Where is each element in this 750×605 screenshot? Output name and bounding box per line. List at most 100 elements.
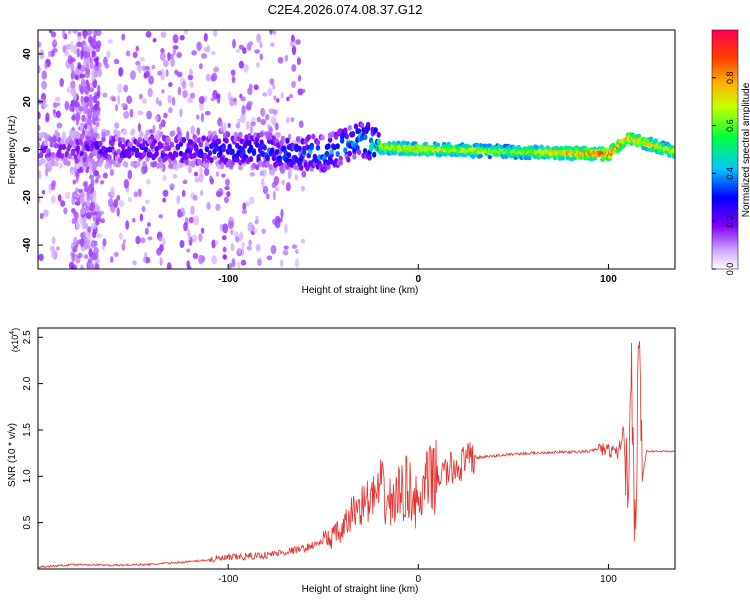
- heatmap-cell: [212, 30, 218, 37]
- heatmap-cell: [132, 217, 136, 223]
- heatmap-cell: [96, 89, 101, 98]
- heatmap-cell: [75, 101, 80, 108]
- colorbar-tick-label: 0.4: [725, 167, 735, 180]
- heatmap-cell: [181, 189, 186, 198]
- heatmap-cell: [228, 262, 233, 269]
- x-tick-label: 100: [600, 574, 617, 585]
- heatmap-cell: [54, 160, 59, 167]
- heatmap-cell: [206, 202, 211, 210]
- heatmap-cell: [640, 138, 643, 145]
- heatmap-cell: [648, 137, 654, 142]
- heatmap-cell: [259, 41, 263, 49]
- heatmap-cell: [75, 223, 81, 230]
- heatmap-cell: [274, 219, 281, 229]
- heatmap-cell: [79, 195, 85, 204]
- heatmap-cell: [170, 58, 175, 67]
- heatmap-cell: [83, 50, 88, 60]
- heatmap-cell: [83, 118, 89, 123]
- heatmap-cell: [264, 113, 270, 121]
- heatmap-cell: [68, 30, 72, 35]
- heatmap-cell: [95, 57, 99, 67]
- heatmap-cell: [56, 110, 61, 119]
- heatmap-cell: [81, 164, 86, 171]
- heatmap-cell: [186, 265, 192, 269]
- heatmap-cell: [91, 230, 97, 239]
- heatmap-cell: [587, 150, 590, 157]
- heatmap-cell: [247, 222, 254, 232]
- heatmap-cell: [359, 122, 365, 129]
- heatmap-cell: [70, 149, 76, 156]
- heatmap-cell: [285, 137, 290, 144]
- heatmap-cell: [302, 148, 307, 155]
- heatmap-cell: [260, 107, 266, 117]
- heatmap-cell: [315, 144, 321, 151]
- colorbar-gradient: [711, 29, 739, 270]
- spectrogram-ticks: -100 0 100 -40 -20 0 20 40: [22, 48, 617, 285]
- heatmap-cell: [335, 143, 340, 150]
- heatmap-cell: [273, 95, 277, 101]
- heatmap-cell: [137, 136, 143, 143]
- heatmap-cell: [96, 40, 102, 49]
- heatmap-cell: [58, 144, 63, 151]
- heatmap-cell: [56, 122, 63, 129]
- heatmap-cell: [239, 231, 244, 242]
- heatmap-cell: [140, 142, 146, 149]
- heatmap-cell: [320, 134, 325, 141]
- heatmap-cell: [413, 152, 418, 157]
- heatmap-cell: [273, 175, 280, 186]
- heatmap-cell: [362, 148, 368, 154]
- heatmap-cell: [125, 220, 130, 230]
- heatmap-cell: [254, 219, 259, 225]
- heatmap-cell: [83, 96, 90, 103]
- heatmap-cell: [298, 74, 302, 82]
- heatmap-cell: [671, 154, 675, 159]
- heatmap-cell: [58, 162, 63, 169]
- y-tick-label: 2.0: [22, 376, 33, 390]
- heatmap-cell: [38, 253, 44, 262]
- heatmap-cell: [527, 155, 532, 161]
- heatmap-cell: [159, 131, 164, 138]
- heatmap-cell: [218, 150, 223, 157]
- heatmap-cell: [118, 66, 124, 77]
- heatmap-cell: [128, 141, 133, 148]
- heatmap-cell: [546, 149, 549, 156]
- heatmap-cell: [223, 196, 229, 204]
- heatmap-cell: [167, 52, 171, 62]
- heatmap-cell: [79, 85, 84, 95]
- heatmap-cell: [38, 196, 41, 204]
- heatmap-cell: [274, 149, 279, 155]
- heatmap-cell: [102, 238, 107, 247]
- heatmap-cell: [200, 112, 205, 123]
- heatmap-cell: [373, 127, 378, 134]
- heatmap-cell: [95, 109, 101, 118]
- snr-ticks: -100 0 100 0.5 1.0 1.5 2.0 2.5: [22, 330, 617, 585]
- heatmap-cell: [94, 263, 100, 269]
- y-tick-label: 20: [22, 96, 33, 108]
- heatmap-cell: [73, 211, 79, 221]
- heatmap-cell: [56, 246, 60, 251]
- heatmap-cell: [121, 33, 126, 41]
- heatmap-cell: [661, 145, 664, 151]
- x-tick-label: 0: [416, 274, 422, 285]
- heatmap-cell: [114, 103, 119, 112]
- heatmap-cell: [392, 145, 395, 151]
- heatmap-cell: [137, 110, 144, 116]
- heatmap-cell: [608, 151, 611, 158]
- heatmap-cell: [372, 151, 377, 158]
- y-tick-label: -20: [22, 190, 33, 205]
- heatmap-cell: [62, 30, 66, 40]
- heatmap-cell: [275, 98, 280, 103]
- heatmap-cell: [100, 218, 106, 224]
- colorbar-tick-label: 0.0: [725, 263, 735, 276]
- heatmap-cell: [60, 200, 66, 207]
- heatmap-cell: [52, 39, 57, 45]
- heatmap-cell: [393, 150, 398, 155]
- heatmap-cell: [295, 136, 301, 142]
- heatmap-cell: [215, 203, 221, 211]
- heatmap-cell: [198, 101, 205, 112]
- heatmap-cell: [132, 260, 137, 266]
- heatmap-cell: [80, 78, 86, 88]
- heatmap-cell: [137, 188, 142, 198]
- heatmap-cell: [162, 238, 166, 246]
- heatmap-cell: [91, 49, 96, 58]
